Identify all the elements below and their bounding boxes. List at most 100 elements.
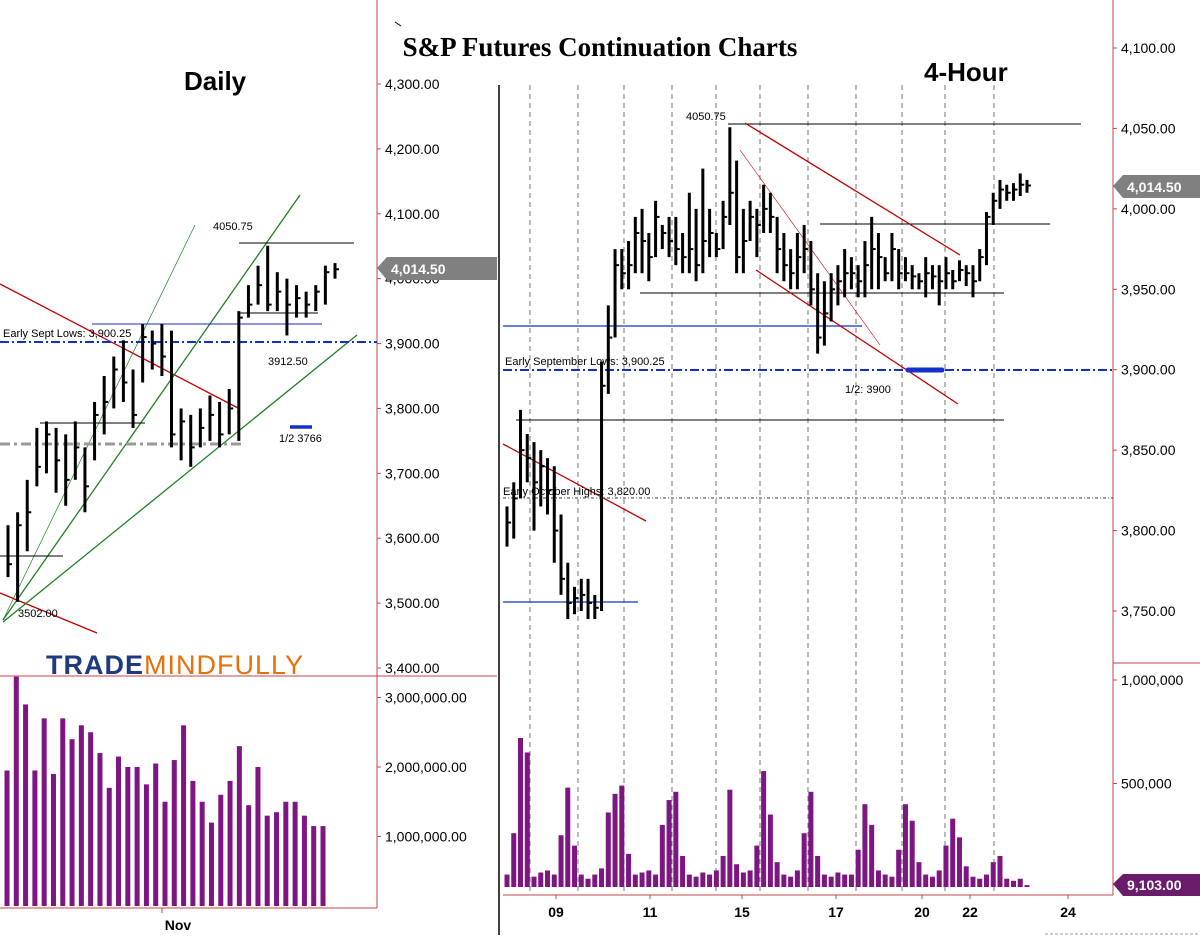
volume-bar: [720, 855, 726, 887]
volume-bar: [990, 862, 996, 887]
daily-panel-title: Daily: [184, 66, 247, 96]
price-axis-tick-label: 3,850.00: [1121, 442, 1176, 458]
volume-bar: [190, 780, 196, 906]
page-title: S&P Futures Continuation Charts: [402, 32, 798, 62]
price-bar: [897, 249, 903, 290]
volume-axis-tick-label: 2,000,000.00: [385, 759, 467, 775]
price-bar: [170, 330, 176, 448]
price-bar: [546, 458, 552, 515]
price-bar: [741, 208, 748, 274]
fourhour-downtrend-lower: [755, 269, 959, 405]
fourhour-panel: [498, 0, 1200, 935]
price-bar: [606, 305, 613, 394]
volume-axis-tick-label: 3,000,000.00: [385, 690, 467, 706]
volume-bar: [283, 801, 289, 906]
volume-bar: [153, 763, 159, 906]
price-axis-tick-label: 4,100.00: [385, 206, 440, 222]
price-bar: [1025, 179, 1031, 193]
volume-bar: [4, 770, 10, 906]
volume-bar: [619, 785, 625, 887]
volume-bar: [700, 872, 706, 887]
price-bar: [701, 168, 707, 274]
volume-bar: [882, 874, 888, 887]
price-bar: [633, 216, 640, 274]
volume-bar: [943, 845, 949, 887]
volume-bar: [686, 874, 692, 887]
price-bar: [944, 257, 950, 290]
price-bar: [843, 249, 849, 298]
volume-bar: [707, 874, 713, 887]
volume-bar: [950, 818, 956, 887]
volume-bar: [801, 833, 807, 887]
volume-bar: [828, 876, 834, 887]
price-bar: [768, 192, 775, 233]
price-bar: [903, 257, 910, 282]
price-axis-tick-label: 3,900.00: [385, 336, 440, 352]
daily-last-price-label: 4,014.50: [391, 261, 446, 277]
volume-bar: [13, 676, 19, 906]
volume-bar: [970, 876, 976, 887]
volume-bar: [646, 870, 652, 887]
price-axis-tick-label: 3,800.00: [1121, 523, 1176, 539]
price-bar: [924, 257, 930, 298]
price-bar: [714, 232, 721, 258]
volume-bar: [977, 878, 983, 887]
volume-bar: [199, 801, 205, 906]
volume-bar: [60, 718, 66, 906]
price-bar: [256, 265, 263, 305]
price-bar: [910, 265, 917, 290]
price-bar: [285, 278, 291, 336]
daily-panel: [0, 0, 497, 909]
price-bar: [883, 257, 890, 282]
price-bar: [856, 265, 863, 298]
price-bar: [957, 260, 964, 282]
price-bar: [627, 241, 633, 290]
volume-bar: [902, 804, 908, 887]
volume-bar: [909, 820, 915, 887]
price-bar: [304, 291, 311, 318]
price-bar: [849, 257, 856, 290]
price-axis-tick-label: 4,000.00: [1121, 201, 1176, 217]
volume-bar: [1024, 885, 1030, 887]
price-bar: [246, 285, 253, 318]
volume-bar: [551, 874, 557, 887]
price-bar: [579, 578, 586, 611]
volume-bar: [23, 704, 29, 906]
price-bar: [539, 450, 545, 507]
price-bar: [64, 434, 70, 506]
daily-lower-channel-line: [2, 334, 358, 623]
price-bar: [802, 224, 809, 274]
volume-bar: [538, 872, 544, 887]
daily-axis-labels: 4,300.004,200.004,100.004,000.003,900.00…: [161, 76, 467, 913]
fourhour-downtrend-upper: [744, 122, 961, 256]
volume-bar: [842, 874, 848, 887]
volume-bar: [666, 800, 672, 887]
price-bar: [532, 442, 539, 531]
price-axis-tick-label: 3,400.00: [385, 660, 440, 676]
volume-bar: [1017, 878, 1023, 887]
volume-bar: [50, 773, 56, 906]
price-bar: [748, 200, 755, 242]
price-bar: [150, 330, 157, 370]
volume-bar: [545, 870, 551, 887]
price-axis-tick-label: 3,750.00: [1121, 603, 1176, 619]
volume-axis-tick-label: 1,000,000.00: [385, 829, 467, 845]
fourhour-oct-downtrend: [502, 443, 647, 522]
price-bar: [667, 216, 674, 258]
daily-price-bars: [6, 245, 339, 602]
x-axis-tick-label: 20: [914, 904, 930, 920]
price-bar: [681, 232, 687, 274]
price-bar: [728, 127, 734, 225]
price-bar: [789, 249, 795, 290]
fourhour-price-bars: [505, 127, 1031, 620]
price-bar: [721, 200, 728, 250]
volume-bar: [125, 767, 131, 906]
price-bar: [1018, 173, 1025, 196]
price-bar: [822, 281, 829, 346]
volume-bar: [923, 874, 929, 887]
x-axis-tick-label: 22: [962, 904, 978, 920]
volume-bar: [69, 739, 75, 906]
volume-bar: [565, 787, 571, 887]
fourhour-last-price-label: 4,014.50: [1127, 179, 1182, 195]
price-bar: [25, 479, 32, 552]
